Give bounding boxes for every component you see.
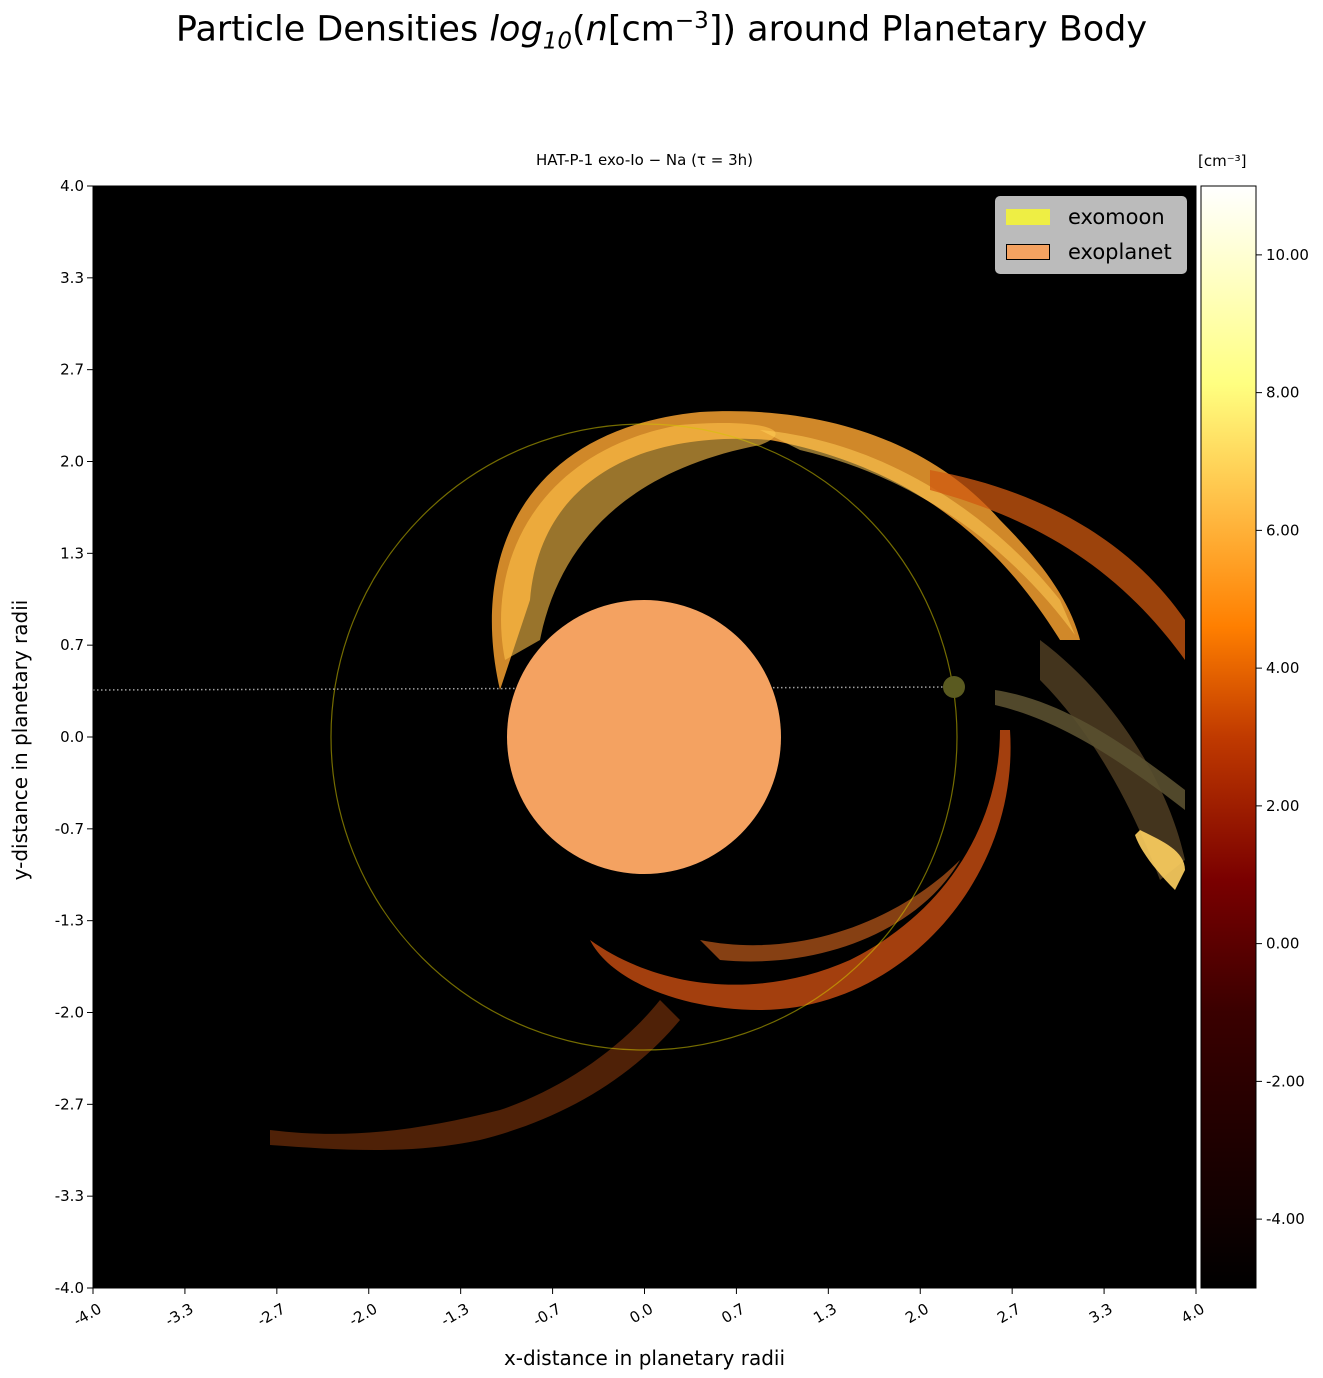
legend-label-exoplanet: exoplanet [1068,240,1172,264]
legend-label-exomoon: exomoon [1068,205,1165,229]
y-tick-label: -0.7 [55,820,84,838]
legend-swatch-exoplanet [1006,244,1050,260]
y-axis-label: y-distance in planetary radii [8,599,32,881]
chart-title: HAT-P-1 exo-Io − Na (τ = 3h) [535,151,754,169]
exoplanet-disk [507,600,781,874]
x-tick-label: -1.3 [438,1300,472,1330]
legend-entry-exomoon: exomoon [1006,202,1165,232]
x-tick-label: -0.7 [530,1300,564,1330]
outer-trailing-tail [930,470,1185,660]
colorbar-tick-label: 2.00 [1266,797,1299,815]
x-tick-label: 2.0 [902,1300,932,1328]
shadow-band [1040,640,1185,880]
y-tick-label: 2.0 [60,453,84,471]
dispersed-cloud [270,1000,680,1150]
y-tick-label: -3.3 [55,1187,84,1205]
x-tick-label: -2.7 [254,1300,288,1330]
exomoon-disk [943,676,965,698]
x-axis: -4.0 -3.3 -2.7 -2.0 -1.3 -0.7 0.0 0.7 1.3 2.0 2.7 3… [70,1288,1208,1330]
x-tick-label: 2.7 [994,1300,1024,1328]
legend-entry-exoplanet: exoplanet [1006,237,1172,267]
y-tick-label: -2.0 [55,1004,84,1022]
figure-title: Particle Densities log10(n[cm−3]) around… [175,8,1148,55]
colorbar-tick-label: 0.00 [1266,935,1299,953]
x-tick-label: 4.0 [1178,1300,1208,1328]
colorbar-unit: [cm⁻³] [1198,152,1247,170]
upper-torus-highlight [501,422,776,660]
colorbar-tick-label: -4.00 [1266,1210,1305,1228]
bright-tail-end [1135,830,1185,890]
x-tick-label: -4.0 [70,1300,104,1330]
colorbar-axis: -4.00 -2.00 0.00 2.00 4.00 6.00 8.00 10.00 [1256,246,1309,1228]
colorbar-tick-label: 10.00 [1266,246,1309,264]
y-tick-label: 0.0 [60,728,84,746]
y-tick-label: -1.3 [55,912,84,930]
moon-orbit [330,423,958,1051]
x-tick-label: -2.0 [346,1300,380,1330]
y-axis: -4.0 -3.3 -2.7 -2.0 -1.3 -0.7 0.0 0.7 1.3 2.0 2.7 3… [55,177,93,1297]
y-tick-label: 0.7 [60,636,84,654]
y-tick-label: 1.3 [60,544,84,562]
legend: exomoon exoplanet [995,196,1187,274]
colorbar [1200,185,1257,1289]
x-tick-label: 0.7 [718,1300,748,1328]
x-axis-label: x-distance in planetary radii [503,1346,786,1370]
colorbar-tick-label: 6.00 [1266,521,1299,539]
colorbar-tick-label: 4.00 [1266,659,1299,677]
x-tick-label: -3.3 [162,1300,196,1330]
x-tick-label: 3.3 [1086,1300,1116,1328]
x-tick-label: 0.0 [626,1300,656,1328]
x-tick-label: 1.3 [810,1300,840,1328]
colorbar-tick-label: -2.00 [1266,1072,1305,1090]
y-tick-label: -2.7 [55,1095,84,1113]
y-tick-label: 2.7 [60,361,84,379]
lower-torus-arc [590,730,1011,1010]
legend-swatch-exomoon [1006,209,1050,225]
y-tick-label: 3.3 [60,269,84,287]
moon-wake [995,690,1185,810]
colorbar-tick-label: 8.00 [1266,384,1299,402]
y-tick-label: -4.0 [55,1279,84,1297]
y-tick-label: 4.0 [60,177,84,195]
lower-torus-inner [700,860,960,962]
